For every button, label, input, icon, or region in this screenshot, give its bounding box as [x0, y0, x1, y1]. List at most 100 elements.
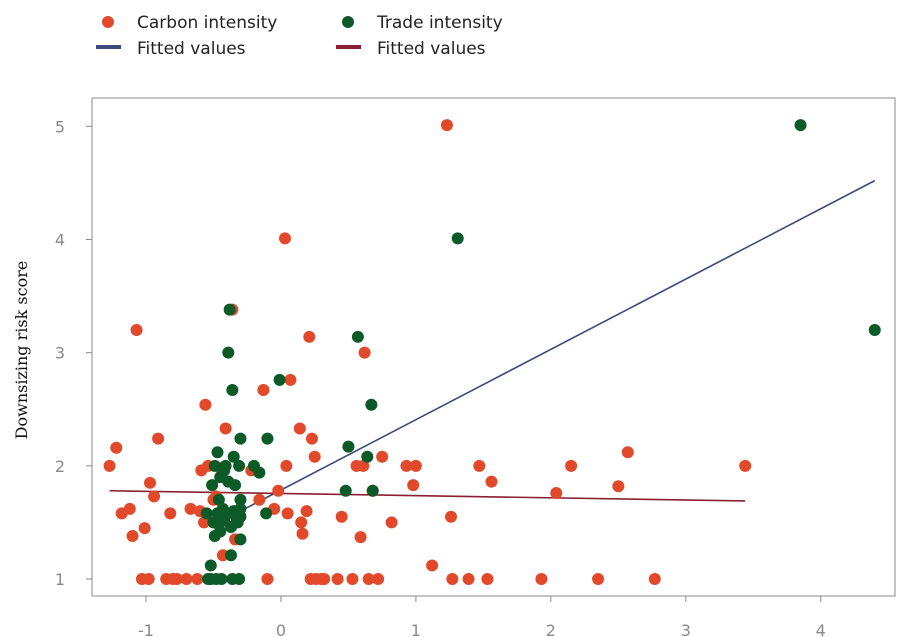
point-carbon-intensity [253, 493, 266, 506]
point-carbon-intensity [180, 573, 193, 586]
point-trade-intensity [234, 502, 247, 515]
point-carbon-intensity [346, 573, 359, 586]
point-carbon-intensity [357, 459, 370, 472]
x-tick-label: 2 [546, 621, 556, 637]
point-trade-intensity [223, 303, 236, 316]
point-carbon-intensity [473, 459, 486, 472]
x-tick-label: 4 [816, 621, 826, 637]
point-trade-intensity [339, 484, 352, 497]
point-carbon-intensity [565, 459, 578, 472]
point-trade-intensity [234, 533, 247, 546]
x-tick-label: -1 [138, 621, 154, 637]
fitted-line-2 [240, 179, 876, 512]
point-carbon-intensity [296, 527, 309, 540]
point-trade-intensity [261, 432, 274, 445]
point-carbon-intensity [621, 446, 634, 459]
legend: Carbon intensity Trade intensity Fitted … [96, 13, 503, 59]
point-carbon-intensity [293, 422, 306, 435]
point-carbon-intensity [739, 459, 752, 472]
point-carbon-intensity [123, 502, 136, 515]
point-carbon-intensity [318, 573, 331, 586]
point-trade-intensity [233, 459, 246, 472]
y-tick-label: 4 [55, 230, 65, 249]
point-carbon-intensity [535, 573, 548, 586]
point-trade-intensity [227, 450, 240, 463]
point-carbon-intensity [144, 476, 157, 489]
point-carbon-intensity [130, 324, 143, 337]
plot-frame [91, 97, 896, 597]
legend-marker-carbon-intensity [102, 16, 114, 28]
point-trade-intensity [234, 432, 247, 445]
point-trade-intensity [211, 446, 224, 459]
legend-label-trade-intensity: Trade intensity [376, 13, 503, 33]
fitted-line-3 [109, 489, 746, 502]
point-carbon-intensity [462, 573, 475, 586]
point-trade-intensity [214, 525, 227, 538]
point-carbon-intensity [362, 573, 375, 586]
point-carbon-intensity [303, 330, 316, 343]
point-trade-intensity [366, 484, 379, 497]
point-carbon-intensity [219, 422, 232, 435]
point-carbon-intensity [103, 459, 116, 472]
point-carbon-intensity [152, 432, 165, 445]
point-trade-intensity [868, 324, 881, 337]
point-trade-intensity [273, 373, 286, 386]
point-trade-intensity [200, 507, 213, 520]
point-carbon-intensity [592, 573, 605, 586]
axes: 1 2 3 4 5 -1 0 1 2 3 4 [55, 117, 826, 637]
point-carbon-intensity [358, 346, 371, 359]
point-carbon-intensity [138, 522, 151, 535]
x-tick-label: 0 [276, 621, 286, 637]
x-tick-label: 3 [681, 621, 691, 637]
point-carbon-intensity [300, 505, 313, 518]
x-tick-label: 1 [411, 621, 421, 637]
point-carbon-intensity [407, 479, 420, 492]
point-carbon-intensity [385, 516, 398, 529]
y-tick-label: 5 [55, 117, 65, 136]
point-carbon-intensity [284, 373, 297, 386]
point-trade-intensity [225, 549, 238, 562]
point-trade-intensity [219, 459, 232, 472]
point-trade-intensity [229, 479, 242, 492]
legend-label-fitted-values-red: Fitted values [377, 39, 486, 59]
legend-marker-fitted-values-red [336, 45, 361, 49]
point-trade-intensity [234, 493, 247, 506]
point-carbon-intensity [148, 490, 161, 503]
point-carbon-intensity [281, 507, 294, 520]
point-carbon-intensity [400, 459, 413, 472]
point-carbon-intensity [257, 384, 270, 397]
point-carbon-intensity [305, 432, 318, 445]
point-carbon-intensity [481, 573, 494, 586]
legend-label-carbon-intensity: Carbon intensity [137, 13, 277, 33]
point-carbon-intensity [110, 441, 123, 454]
y-tick-label: 1 [55, 570, 65, 589]
point-trade-intensity [206, 479, 219, 492]
point-carbon-intensity [485, 475, 498, 488]
point-carbon-intensity [446, 573, 459, 586]
point-trade-intensity [208, 459, 221, 472]
point-carbon-intensity [331, 573, 344, 586]
point-carbon-intensity [440, 119, 453, 132]
y-tick-label: 3 [55, 344, 65, 363]
point-carbon-intensity [171, 573, 184, 586]
point-carbon-intensity [278, 232, 291, 245]
point-carbon-intensity [335, 510, 348, 523]
point-carbon-intensity [648, 573, 661, 586]
point-carbon-intensity [261, 573, 274, 586]
point-trade-intensity [215, 573, 228, 586]
point-trade-intensity [351, 330, 364, 343]
point-carbon-intensity [142, 573, 155, 586]
legend-label-fitted-values-blue: Fitted values [137, 39, 246, 59]
point-carbon-intensity [372, 573, 385, 586]
point-trade-intensity [233, 573, 246, 586]
data-points [103, 119, 881, 586]
point-trade-intensity [365, 398, 378, 411]
y-axis-label: Downsizing risk score [12, 261, 31, 440]
point-carbon-intensity [612, 480, 625, 493]
point-carbon-intensity [126, 530, 139, 543]
point-carbon-intensity [444, 510, 457, 523]
legend-marker-fitted-values-blue [96, 45, 121, 49]
point-carbon-intensity [550, 487, 563, 500]
point-carbon-intensity [199, 398, 212, 411]
